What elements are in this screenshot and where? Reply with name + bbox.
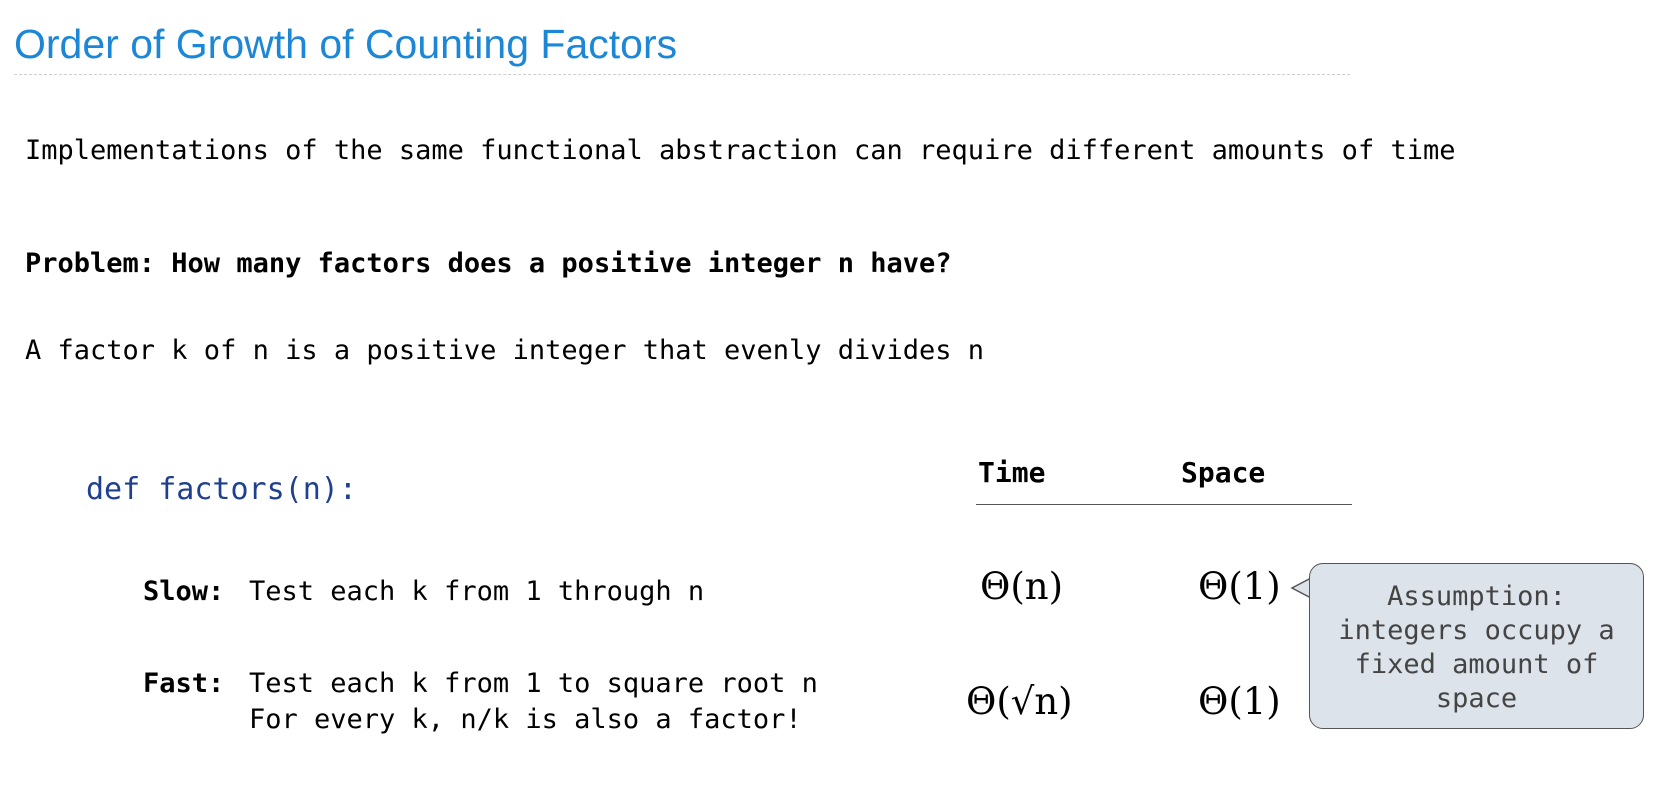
- slow-time-complexity: Θ(n): [980, 565, 1064, 608]
- slide-title: Order of Growth of Counting Factors: [14, 21, 678, 67]
- callout-pointer-icon: [1290, 577, 1312, 599]
- code-def-factors: def factors(n):: [86, 472, 357, 507]
- slow-space-complexity: Θ(1): [1198, 565, 1281, 608]
- slow-label: Slow:: [143, 576, 225, 607]
- factor-definition: A factor k of n is a positive integer th…: [25, 335, 985, 366]
- slow-description: Test each k from 1 through n: [249, 576, 705, 607]
- fast-space-complexity: Θ(1): [1198, 680, 1281, 723]
- problem-statement: Problem: How many factors does a positiv…: [25, 248, 952, 279]
- fast-description-line1: Test each k from 1 to square root n: [249, 668, 818, 699]
- fast-label: Fast:: [143, 668, 225, 699]
- intro-text: Implementations of the same functional a…: [25, 135, 1456, 166]
- fast-description-line2: For every k, n/k is also a factor!: [249, 704, 802, 735]
- fast-time-complexity: Θ(√n): [966, 680, 1073, 723]
- assumption-callout: Assumption: integers occupy a fixed amou…: [1309, 563, 1644, 729]
- header-divider: [976, 504, 1352, 505]
- header-time: Time: [978, 456, 1046, 489]
- title-divider: [14, 74, 1350, 75]
- header-space: Space: [1181, 456, 1266, 489]
